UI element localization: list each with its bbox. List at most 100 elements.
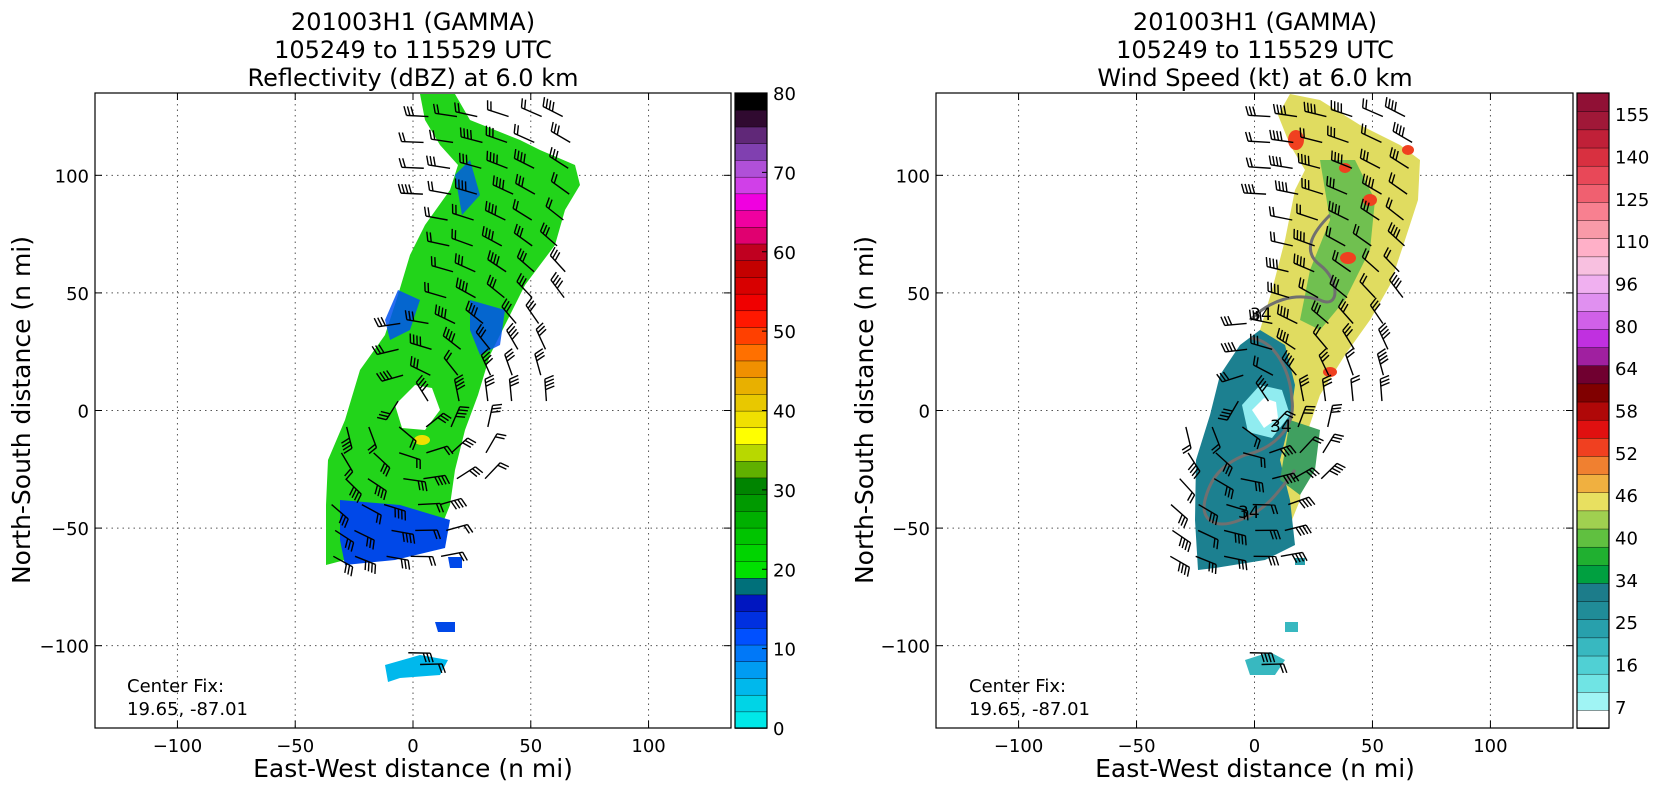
colorbar-segment — [1576, 237, 1610, 258]
wind-barb-staff — [1240, 478, 1263, 484]
wind-barb-flag — [499, 462, 510, 468]
wind-barb-flag — [454, 253, 457, 263]
wind-barb-flag — [426, 652, 431, 663]
wind-barb-staff — [484, 379, 489, 402]
wind-barb-flag — [1350, 374, 1360, 380]
wind-barb-flag — [474, 466, 484, 474]
wind-barb-flag — [1392, 148, 1396, 159]
wind-barb-flag — [1391, 174, 1396, 184]
wind-barb-flag — [456, 412, 467, 415]
wind-barb-staff — [373, 452, 391, 469]
wind-barb-staff — [334, 529, 354, 543]
high-wind-spot — [1402, 145, 1414, 155]
wind-barb-flag — [1381, 328, 1390, 337]
wind-barb-staff — [1241, 426, 1261, 441]
colorbar-segment — [1576, 92, 1610, 112]
axis-ticks: −100 −50 0 50 100 −100 −50 0 50 100 — [881, 93, 1573, 757]
wind-barb-staff — [427, 240, 450, 247]
wind-barb-flag — [1219, 414, 1230, 418]
wind-barb-staff — [332, 555, 353, 568]
wind-barb-flag — [473, 307, 479, 317]
wind-barb-staff — [549, 155, 569, 169]
wind-barb-flag — [485, 381, 495, 387]
wind-barb-staff — [550, 130, 571, 143]
wind-barb-flag — [400, 558, 404, 569]
wind-barb-flag — [1367, 177, 1372, 187]
wind-barb-flag — [1311, 467, 1320, 475]
colorbar-tick-label: 46 — [1615, 486, 1638, 507]
wind-barb-flag — [506, 354, 516, 362]
wind-barb-staff — [545, 205, 564, 221]
wind-barb-flag — [1331, 202, 1334, 212]
wind-barb-flag — [1261, 482, 1265, 493]
wind-barb-staff — [485, 209, 506, 221]
wind-barb-flag — [440, 414, 449, 422]
wind-barb-flag — [1180, 516, 1186, 526]
y-axis-label: North-South distance (n mi) — [850, 236, 879, 584]
colorbar-tick-label: 34 — [1615, 571, 1638, 592]
wind-barb-flag — [1241, 534, 1244, 545]
wind-barb-flag — [1337, 153, 1340, 163]
echo-blue-mid — [470, 300, 505, 355]
axis-ticks: −100 −50 0 50 100 −100 −50 0 50 100 — [40, 93, 731, 757]
wind-barb-flag — [1380, 381, 1390, 387]
wind-barb-flag — [1289, 473, 1296, 483]
wind-barb-flag — [344, 538, 349, 548]
wind-barb-flag — [1299, 127, 1302, 138]
colorbar-segment — [734, 376, 768, 395]
wind-barb-flag — [455, 415, 466, 418]
wind-barb-flag — [419, 380, 427, 389]
y-tick-label: −50 — [51, 519, 89, 540]
wind-barb-flag — [375, 345, 382, 354]
wind-barb-flag — [490, 230, 494, 241]
colorbar-tick-label: 52 — [1615, 444, 1638, 465]
wind-barb-staff — [1327, 134, 1349, 144]
wind-barb-flag — [516, 150, 520, 161]
wind-barb-flag — [519, 227, 524, 238]
wind-barb-staff — [1327, 405, 1334, 428]
wind-barb-flag — [1329, 274, 1335, 284]
wind-speed-panel: 201003H1 (GAMMA) 105249 to 115529 UTC Wi… — [850, 8, 1649, 783]
wind-barb-staff — [1266, 265, 1289, 273]
wind-barb-staff — [1226, 400, 1239, 421]
wind-barb-flag — [1306, 102, 1310, 113]
wind-barb-flag — [443, 349, 450, 359]
wind-barb-flag — [1298, 277, 1302, 287]
wind-barb-flag — [1234, 533, 1237, 543]
y-tick-label: −100 — [40, 637, 89, 658]
wind-barb-flag — [421, 383, 429, 392]
x-tick-label: 100 — [631, 736, 665, 757]
wind-barb-flag — [1211, 443, 1220, 451]
wind-barb-flag — [463, 525, 470, 534]
wind-barb-flag — [1305, 497, 1313, 507]
x-tick-label: −50 — [1118, 736, 1156, 757]
wind-barb-staff — [1170, 504, 1188, 520]
wind-barb-flag — [1387, 98, 1391, 109]
wind-barb-staff — [1169, 555, 1190, 568]
wind-barb-staff — [1185, 426, 1192, 449]
wind-barb-flag — [406, 106, 411, 116]
wind-barb-flag — [448, 330, 453, 341]
colorbar-segment — [1576, 709, 1610, 729]
wind-barb-flag — [513, 123, 516, 134]
wind-barb-staff — [453, 379, 460, 402]
wind-barb-flag — [1326, 175, 1329, 186]
wind-barb-flag — [1365, 99, 1368, 110]
wind-barb-staff — [1222, 374, 1244, 383]
wind-barb-flag — [480, 348, 489, 356]
colorbar-segment — [734, 644, 768, 662]
wind-barb-staff — [451, 237, 473, 247]
wind-barb-flag — [537, 325, 546, 334]
wind-barb-flag — [535, 351, 545, 358]
wind-barb-staff — [431, 138, 454, 144]
wind-barb-flag — [1369, 297, 1377, 306]
echo-blue-south — [340, 500, 450, 565]
wind-barb-flag — [1224, 342, 1230, 352]
wind-barb-flag — [1322, 377, 1332, 384]
wind-barb-flag — [1264, 652, 1269, 663]
colorbar-segment — [734, 310, 768, 328]
wind-barb-flag — [1331, 467, 1341, 474]
wind-barb-flag — [1245, 157, 1250, 167]
wind-barb-flag — [444, 308, 447, 319]
